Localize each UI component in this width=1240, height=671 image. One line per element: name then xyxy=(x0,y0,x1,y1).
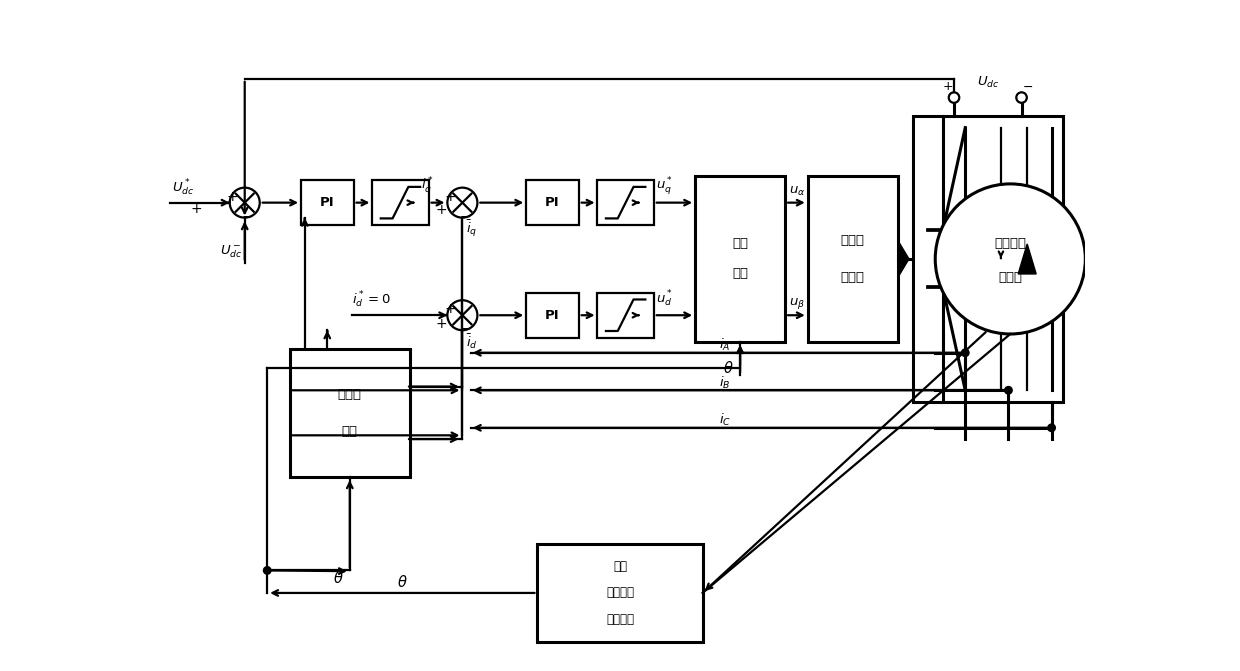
Bar xyxy=(290,349,410,476)
Circle shape xyxy=(1004,386,1012,394)
Text: $\bar{i}_q$: $\bar{i}_q$ xyxy=(466,219,477,240)
Circle shape xyxy=(935,184,1085,334)
Text: $+$: $+$ xyxy=(444,190,455,203)
Bar xyxy=(807,176,898,342)
Text: $U_{dc}^*$: $U_{dc}^*$ xyxy=(172,177,195,198)
Text: 量调制: 量调制 xyxy=(841,271,864,285)
Text: PI: PI xyxy=(546,309,559,321)
Circle shape xyxy=(961,349,968,356)
Bar xyxy=(537,544,703,641)
Circle shape xyxy=(1048,424,1055,431)
Text: $+$: $+$ xyxy=(435,317,448,331)
Text: $+$: $+$ xyxy=(190,202,202,215)
Text: 转子位置: 转子位置 xyxy=(606,586,634,599)
Circle shape xyxy=(229,188,259,217)
Text: $-$: $-$ xyxy=(1022,80,1033,93)
Text: $\theta$: $\theta$ xyxy=(723,360,734,376)
Text: PI: PI xyxy=(546,196,559,209)
Bar xyxy=(598,180,653,225)
Text: 变换: 变换 xyxy=(732,268,748,280)
Bar xyxy=(526,180,579,225)
Text: 空间矢: 空间矢 xyxy=(841,234,864,247)
Bar xyxy=(301,180,353,225)
Text: $\bar{i}_d$: $\bar{i}_d$ xyxy=(466,332,477,351)
Text: $u_d^*$: $u_d^*$ xyxy=(656,289,673,309)
Text: $U_{dc}^-$: $U_{dc}^-$ xyxy=(219,243,243,260)
Text: $\theta$: $\theta$ xyxy=(334,570,343,586)
Text: 克拉克: 克拉克 xyxy=(337,388,362,401)
Text: 永磁同步: 永磁同步 xyxy=(994,238,1027,250)
Text: $\theta$: $\theta$ xyxy=(397,574,408,590)
Text: $i_d^*=0$: $i_d^*=0$ xyxy=(352,290,391,311)
Text: $i_A$: $i_A$ xyxy=(719,338,730,354)
Text: $-$: $-$ xyxy=(459,321,471,335)
Text: PI: PI xyxy=(320,196,335,209)
Text: $+$: $+$ xyxy=(435,203,448,217)
Text: 电机: 电机 xyxy=(613,560,627,573)
Text: $-$: $-$ xyxy=(459,209,471,222)
Text: $u_\alpha$: $u_\alpha$ xyxy=(789,185,805,198)
Text: $i_B$: $i_B$ xyxy=(719,374,730,391)
Text: $-$: $-$ xyxy=(241,209,253,222)
Text: 发电机: 发电机 xyxy=(998,271,1022,285)
Bar xyxy=(598,293,653,338)
Bar xyxy=(913,116,1063,401)
Text: 反馈信号: 反馈信号 xyxy=(606,613,634,626)
Circle shape xyxy=(448,300,477,330)
Text: $i_q^*$: $i_q^*$ xyxy=(422,175,434,197)
Bar xyxy=(526,293,579,338)
Bar xyxy=(696,176,785,342)
Text: $+$: $+$ xyxy=(444,302,455,316)
Circle shape xyxy=(949,93,960,103)
Text: $u_q^*$: $u_q^*$ xyxy=(656,175,673,197)
Text: $+$: $+$ xyxy=(226,190,238,203)
Polygon shape xyxy=(898,240,909,278)
Text: $u_\beta$: $u_\beta$ xyxy=(789,297,805,311)
Text: 帕克: 帕克 xyxy=(732,238,748,250)
Text: $U_{dc}$: $U_{dc}$ xyxy=(977,75,999,90)
Bar xyxy=(372,180,429,225)
Text: 变换: 变换 xyxy=(342,425,358,438)
Circle shape xyxy=(448,188,477,217)
Text: $+$: $+$ xyxy=(942,80,954,93)
Circle shape xyxy=(1017,93,1027,103)
Circle shape xyxy=(263,567,272,574)
Text: $i_C$: $i_C$ xyxy=(719,412,732,428)
Polygon shape xyxy=(1018,244,1037,274)
